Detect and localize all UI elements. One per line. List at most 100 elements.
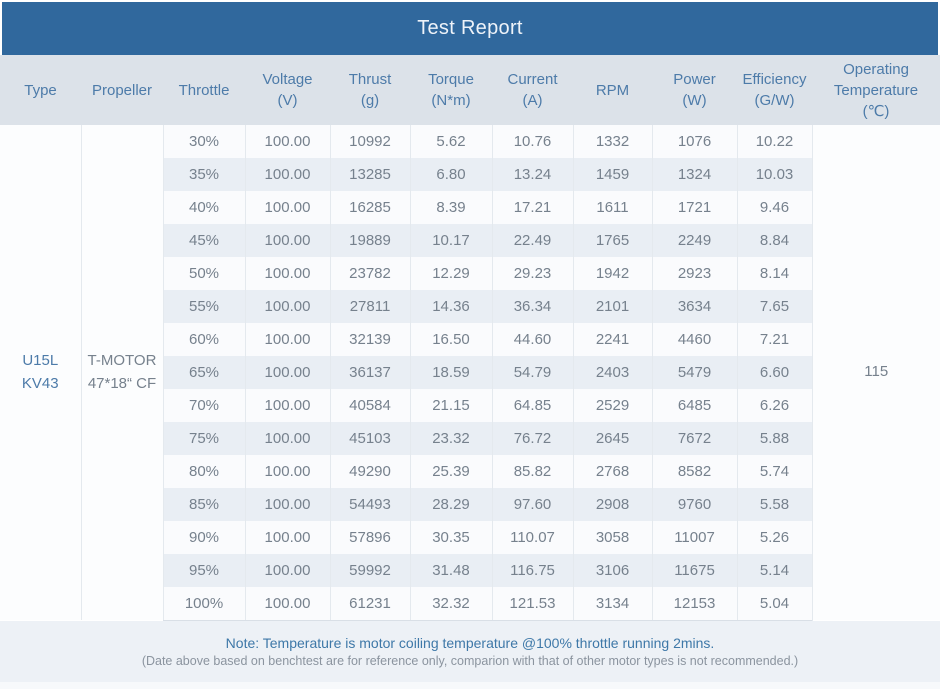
column-header-current: Current (A) (492, 55, 573, 125)
voltage-cell: 100.00 (244, 521, 330, 554)
throttle-cell: 55% (162, 290, 245, 323)
efficiency-cell: 7.65 (736, 290, 812, 323)
table-row: 55% 100.00 27811 14.36 36.34 2101 3634 7… (0, 290, 940, 323)
rpm-cell: 2241 (572, 323, 652, 356)
table-row: U15L KV43 T-MOTOR 47*18“ CF 30% 100.00 1… (0, 125, 940, 620)
thrust-cell: 16285 (329, 191, 410, 224)
throttle-cell: 90% (162, 521, 245, 554)
current-cell: 36.34 (491, 290, 573, 323)
torque-cell: 5.62 (409, 125, 492, 158)
thrust-cell: 59992 (329, 554, 410, 587)
rpm-cell: 3058 (572, 521, 652, 554)
column-header-operating-temperature: Operating Temperature (℃) (812, 55, 940, 125)
rpm-cell: 2645 (572, 422, 652, 455)
voltage-cell: 100.00 (244, 554, 330, 587)
torque-cell: 14.36 (409, 290, 492, 323)
power-cell: 2923 (651, 257, 737, 290)
propeller-cell: T-MOTOR 47*18“ CF (80, 125, 163, 620)
table-row: 65% 100.00 36137 18.59 54.79 2403 5479 6… (0, 356, 940, 389)
voltage-cell: 100.00 (244, 224, 330, 257)
column-header-throttle: Throttle (163, 55, 245, 125)
type-cell: U15L KV43 (0, 125, 81, 620)
throttle-cell: 95% (162, 554, 245, 587)
table-row: 85% 100.00 54493 28.29 97.60 2908 9760 5… (0, 488, 940, 521)
rpm-cell: 3106 (572, 554, 652, 587)
note-line-1: Note: Temperature is motor coiling tempe… (225, 634, 715, 651)
current-cell: 44.60 (491, 323, 573, 356)
thrust-cell: 36137 (329, 356, 410, 389)
efficiency-cell: 10.22 (736, 125, 812, 158)
column-header-efficiency: Efficiency (G/W) (737, 55, 812, 125)
power-cell: 11675 (651, 554, 737, 587)
current-cell: 29.23 (491, 257, 573, 290)
current-cell: 10.76 (491, 125, 573, 158)
throttle-cell: 100% (162, 587, 245, 621)
table-body: U15L KV43 T-MOTOR 47*18“ CF 30% 100.00 1… (0, 125, 940, 621)
power-cell: 9760 (651, 488, 737, 521)
column-header-type: Type (0, 55, 81, 125)
throttle-cell: 40% (162, 191, 245, 224)
thrust-cell: 27811 (329, 290, 410, 323)
power-cell: 7672 (651, 422, 737, 455)
power-cell: 1324 (651, 158, 737, 191)
test-report-table: Type Propeller Throttle Voltage (V) Thrus… (0, 55, 940, 621)
thrust-cell: 32139 (329, 323, 410, 356)
thrust-cell: 49290 (329, 455, 410, 488)
table-row: 95% 100.00 59992 31.48 116.75 3106 11675… (0, 554, 940, 587)
table-row: 50% 100.00 23782 12.29 29.23 1942 2923 8… (0, 257, 940, 290)
rpm-cell: 2768 (572, 455, 652, 488)
table-row: 45% 100.00 19889 10.17 22.49 1765 2249 8… (0, 224, 940, 257)
efficiency-cell: 5.58 (736, 488, 812, 521)
current-cell: 54.79 (491, 356, 573, 389)
efficiency-cell: 5.14 (736, 554, 812, 587)
efficiency-cell: 7.21 (736, 323, 812, 356)
table-row: 60% 100.00 32139 16.50 44.60 2241 4460 7… (0, 323, 940, 356)
throttle-cell: 30% (162, 125, 245, 158)
power-cell: 1721 (651, 191, 737, 224)
type-line-1: U15L (22, 352, 59, 369)
rpm-cell: 1332 (572, 125, 652, 158)
operating-temperature-cell: 115 (811, 125, 940, 620)
power-cell: 1076 (651, 125, 737, 158)
efficiency-cell: 5.04 (736, 587, 812, 621)
table-row: 90% 100.00 57896 30.35 110.07 3058 11007… (0, 521, 940, 554)
torque-cell: 28.29 (409, 488, 492, 521)
throttle-cell: 35% (162, 158, 245, 191)
thrust-cell: 40584 (329, 389, 410, 422)
current-cell: 64.85 (491, 389, 573, 422)
column-header-voltage: Voltage (V) (245, 55, 330, 125)
current-cell: 110.07 (491, 521, 573, 554)
table-row: 80% 100.00 49290 25.39 85.82 2768 8582 5… (0, 455, 940, 488)
voltage-cell: 100.00 (244, 125, 330, 158)
torque-cell: 31.48 (409, 554, 492, 587)
power-cell: 8582 (651, 455, 737, 488)
current-cell: 97.60 (491, 488, 573, 521)
efficiency-cell: 8.14 (736, 257, 812, 290)
column-header-propeller: Propeller (81, 55, 163, 125)
torque-cell: 6.80 (409, 158, 492, 191)
propeller-line-1: T-MOTOR (87, 352, 157, 369)
table-row: 70% 100.00 40584 21.15 64.85 2529 6485 6… (0, 389, 940, 422)
current-cell: 121.53 (491, 587, 573, 621)
torque-cell: 18.59 (409, 356, 492, 389)
efficiency-cell: 5.88 (736, 422, 812, 455)
efficiency-cell: 9.46 (736, 191, 812, 224)
type-line-2: KV43 (21, 374, 59, 392)
column-header-torque: Torque (N*m) (410, 55, 492, 125)
rpm-cell: 2529 (572, 389, 652, 422)
torque-cell: 8.39 (409, 191, 492, 224)
efficiency-cell: 5.74 (736, 455, 812, 488)
power-cell: 2249 (651, 224, 737, 257)
rpm-cell: 3134 (572, 587, 652, 621)
thrust-cell: 54493 (329, 488, 410, 521)
rpm-cell: 2101 (572, 290, 652, 323)
current-cell: 116.75 (491, 554, 573, 587)
voltage-cell: 100.00 (244, 587, 330, 621)
voltage-cell: 100.00 (244, 455, 330, 488)
throttle-cell: 70% (162, 389, 245, 422)
current-cell: 17.21 (491, 191, 573, 224)
throttle-cell: 65% (162, 356, 245, 389)
voltage-cell: 100.00 (244, 389, 330, 422)
page-title: Test Report (417, 17, 523, 39)
